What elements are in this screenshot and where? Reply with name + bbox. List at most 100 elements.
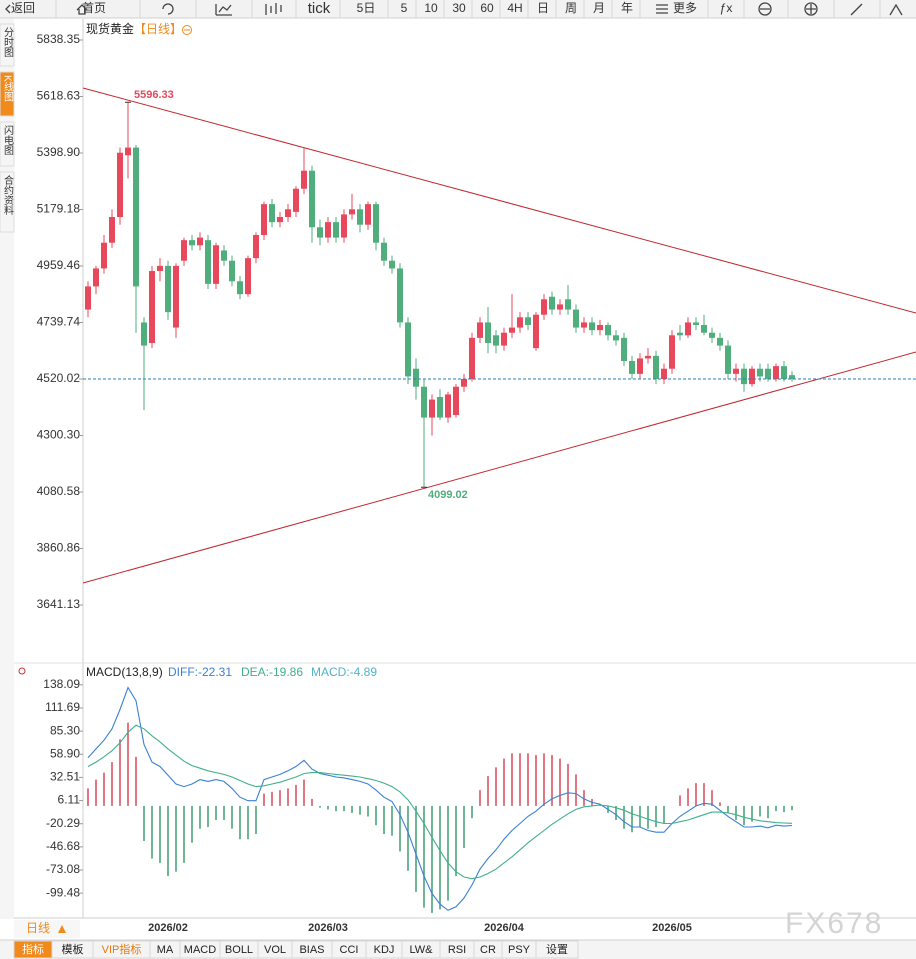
bottom-tab-label[interactable]: CCI — [340, 944, 359, 956]
side-tab-label[interactable]: 合约资料 — [2, 174, 14, 216]
toolbar-icon[interactable] — [5, 4, 11, 14]
legend-entry: MACD:-4.89 — [311, 665, 377, 679]
bottom-tab-label[interactable]: RSI — [448, 944, 466, 956]
indicator-icon[interactable] — [18, 667, 26, 675]
y-tick-label: 138.09 — [43, 677, 80, 691]
period-selector[interactable] — [14, 920, 80, 938]
y-tick-label: 4520.02 — [37, 371, 81, 385]
y-tick-label: 3860.86 — [37, 541, 81, 555]
period-selector-label[interactable]: 日线 — [26, 921, 50, 935]
side-tab[interactable] — [0, 71, 15, 117]
bottom-tab-label[interactable]: BOLL — [225, 944, 253, 956]
candle-body — [781, 366, 787, 380]
bottom-tab[interactable] — [535, 940, 579, 959]
candle-body — [461, 379, 467, 387]
y-tick-label: 5838.35 — [37, 32, 81, 46]
bottom-tab-label[interactable]: VIP指标 — [102, 942, 142, 956]
candle-body — [397, 268, 403, 323]
candle-body — [725, 345, 731, 374]
candle-body — [365, 204, 371, 225]
candle-body — [741, 368, 747, 385]
candle-body — [357, 209, 363, 225]
toolbar-button[interactable]: 30 — [452, 1, 466, 15]
toolbar-icon[interactable] — [162, 3, 174, 15]
chart-period: 【日线】 — [134, 22, 182, 36]
candle-body — [149, 271, 155, 344]
bottom-tab-label[interactable]: PSY — [508, 944, 531, 956]
side-strip — [0, 19, 14, 919]
bottom-tab-label[interactable]: KDJ — [374, 944, 395, 956]
candle-body — [341, 214, 347, 238]
candle-body — [565, 299, 571, 310]
toolbar-button[interactable]: tick — [308, 0, 331, 17]
candle-body — [117, 152, 123, 218]
bottom-tab-label[interactable]: LW& — [409, 944, 433, 956]
toolbar-icon[interactable] — [850, 3, 863, 16]
candle-body — [333, 222, 339, 238]
candle-body — [533, 314, 539, 349]
candle-body — [501, 332, 507, 346]
bottom-tab-label[interactable]: 设置 — [546, 943, 568, 956]
candle-body — [637, 358, 643, 374]
candle-body — [629, 361, 635, 374]
candle-body — [453, 386, 459, 416]
toolbar-icon[interactable] — [656, 4, 668, 14]
bottom-tab-label[interactable]: MACD — [184, 944, 216, 956]
candle-body — [173, 265, 179, 328]
toolbar-button[interactable]: 首页 — [82, 1, 106, 15]
collapse-icon[interactable] — [182, 25, 192, 35]
candle-body — [229, 260, 235, 282]
bottom-tab-label[interactable]: BIAS — [299, 944, 324, 956]
toolbar-button[interactable]: 60 — [480, 1, 494, 15]
side-tab-label[interactable]: 闪电图 — [2, 124, 14, 156]
toolbar-icon[interactable] — [804, 2, 818, 16]
toolbar-icon[interactable] — [889, 3, 903, 16]
candle-body — [277, 217, 283, 223]
y-tick-label: -99.48 — [46, 885, 80, 899]
side-tab-label[interactable]: 分时图 — [2, 27, 14, 58]
side-tab-label[interactable]: K线图 — [2, 75, 14, 102]
toolbar-button[interactable]: 5 — [401, 1, 408, 15]
y-tick-label: 4080.58 — [37, 484, 81, 498]
toolbar-button[interactable]: 日 — [537, 1, 549, 15]
bottom-tab-label[interactable]: VOL — [264, 944, 286, 956]
toolbar-button[interactable]: 周 — [565, 1, 577, 15]
bottom-tab-label[interactable]: 模板 — [62, 942, 84, 956]
side-tab[interactable] — [0, 171, 15, 233]
candle-body — [693, 322, 699, 326]
toolbar-button[interactable]: 10 — [424, 1, 438, 15]
toolbar-icon[interactable] — [215, 4, 232, 16]
candle-body — [557, 304, 563, 310]
candle-body — [677, 332, 683, 336]
candle-body — [421, 386, 427, 418]
candle-body — [517, 317, 523, 328]
y-tick-label: 4739.74 — [37, 315, 81, 329]
candle-body — [621, 337, 627, 362]
toolbar-button[interactable]: 年 — [621, 1, 633, 15]
bottom-tab-label[interactable]: MA — [157, 944, 174, 956]
candle-body — [181, 240, 187, 261]
toolbar-button[interactable]: 月 — [593, 1, 605, 15]
candle-body — [93, 268, 99, 287]
toolbar-button[interactable]: 4H — [507, 1, 522, 15]
candle-body — [253, 235, 259, 259]
candle-body — [349, 209, 355, 215]
candle-body — [789, 375, 795, 379]
toolbar-icon[interactable] — [265, 3, 282, 15]
bottom-tab-label[interactable]: CR — [480, 944, 496, 956]
toolbar-icon[interactable] — [76, 4, 88, 15]
toolbar-button[interactable]: 返回 — [11, 1, 35, 15]
bottom-tab-label[interactable]: 指标 — [22, 942, 44, 956]
toolbar-icon[interactable] — [758, 2, 772, 16]
candle-body — [573, 309, 579, 328]
candle-body — [765, 368, 771, 380]
toolbar-button[interactable]: 5日 — [357, 1, 376, 15]
trendline-upper — [82, 87, 916, 314]
candle-body — [213, 245, 219, 284]
toolbar-button[interactable]: ƒx — [720, 1, 733, 15]
candle-body — [709, 332, 715, 338]
toolbar-button[interactable]: 更多 — [673, 1, 697, 15]
side-tab[interactable] — [0, 23, 15, 67]
side-tab[interactable] — [0, 121, 15, 167]
candle-body — [581, 322, 587, 328]
